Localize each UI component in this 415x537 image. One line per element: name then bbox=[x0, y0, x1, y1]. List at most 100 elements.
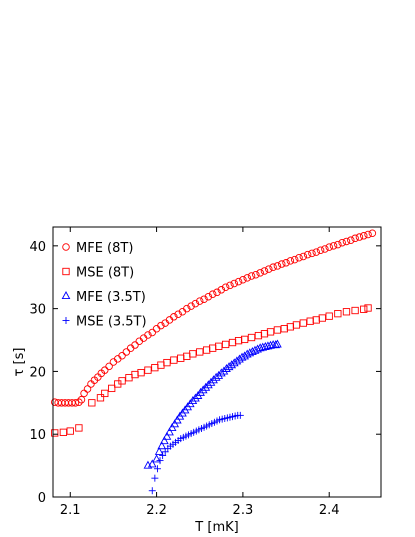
data-point bbox=[148, 487, 156, 495]
legend-symbol bbox=[61, 291, 71, 300]
y-tick-label: 40 bbox=[29, 240, 46, 255]
data-point bbox=[75, 424, 83, 432]
data-point bbox=[172, 415, 182, 424]
legend-symbol bbox=[62, 317, 70, 324]
data-point bbox=[364, 230, 372, 239]
data-point bbox=[351, 234, 359, 243]
data-point bbox=[265, 265, 273, 273]
data-point bbox=[170, 356, 178, 364]
data-point bbox=[342, 308, 351, 316]
legend-marker-circle bbox=[62, 243, 70, 251]
data-point bbox=[59, 428, 68, 436]
data-point bbox=[211, 372, 221, 381]
data-point bbox=[88, 399, 96, 407]
data-point bbox=[306, 317, 314, 325]
data-point bbox=[368, 229, 377, 238]
data-point bbox=[299, 252, 308, 261]
data-point bbox=[227, 360, 237, 369]
data-point bbox=[263, 341, 273, 350]
data-point bbox=[204, 292, 213, 301]
data-point bbox=[51, 429, 59, 437]
data-point bbox=[334, 240, 342, 249]
data-point bbox=[260, 330, 269, 338]
legend-symbol bbox=[62, 267, 70, 276]
data-point bbox=[125, 374, 133, 382]
data-point bbox=[204, 380, 213, 389]
data-point bbox=[165, 427, 174, 436]
data-point bbox=[187, 302, 195, 310]
data-point bbox=[152, 454, 161, 463]
data-point bbox=[75, 398, 83, 406]
data-point bbox=[295, 254, 303, 262]
data-point bbox=[77, 395, 86, 404]
data-point bbox=[229, 358, 239, 367]
data-point bbox=[351, 306, 359, 315]
data-point bbox=[334, 310, 342, 318]
data-point bbox=[170, 313, 178, 321]
data-point bbox=[342, 237, 351, 246]
data-point bbox=[163, 358, 171, 367]
data-point bbox=[209, 375, 218, 384]
data-point bbox=[234, 337, 243, 345]
data-point bbox=[308, 249, 316, 258]
x-tick-label: 2.1 bbox=[60, 503, 81, 518]
data-point bbox=[222, 363, 231, 372]
data-point bbox=[137, 369, 145, 377]
data-point bbox=[151, 364, 159, 372]
data-point bbox=[277, 260, 286, 268]
data-point bbox=[201, 382, 211, 391]
legend-label: MSE (8T) bbox=[76, 266, 134, 281]
data-point bbox=[191, 393, 200, 402]
data-point bbox=[108, 384, 116, 393]
data-point bbox=[215, 342, 223, 350]
data-point bbox=[321, 245, 329, 253]
data-point bbox=[282, 259, 290, 267]
data-point bbox=[286, 323, 295, 331]
data-point bbox=[318, 314, 326, 322]
data-point bbox=[273, 339, 282, 348]
data-point bbox=[273, 262, 282, 270]
data-point bbox=[101, 389, 109, 398]
y-tick-label: 10 bbox=[29, 428, 46, 443]
data-point bbox=[198, 385, 208, 394]
y-axis-label: τ [s] bbox=[12, 348, 27, 377]
data-point bbox=[243, 274, 251, 282]
data-point bbox=[174, 310, 182, 319]
data-point bbox=[329, 242, 338, 250]
legend-label: MFE (3.5T) bbox=[76, 290, 146, 305]
data-point bbox=[325, 312, 333, 320]
data-point bbox=[312, 248, 321, 256]
data-point bbox=[200, 295, 208, 303]
data-point bbox=[80, 389, 88, 398]
data-point bbox=[239, 275, 247, 284]
data-point bbox=[214, 370, 224, 379]
data-point bbox=[325, 243, 333, 251]
data-point bbox=[260, 341, 270, 350]
data-point bbox=[196, 387, 205, 396]
x-axis-ticks: 2.1 2.2 2.3 2.4 bbox=[60, 227, 340, 518]
y-axis-ticks: 0 10 20 30 40 bbox=[29, 240, 381, 506]
data-point bbox=[167, 422, 177, 431]
data-point bbox=[316, 246, 325, 254]
data-point bbox=[292, 321, 301, 329]
data-point bbox=[254, 331, 263, 340]
data-point bbox=[208, 290, 217, 298]
data-point bbox=[230, 279, 239, 288]
data-point bbox=[247, 272, 256, 280]
data-point bbox=[303, 250, 312, 259]
data-point bbox=[144, 331, 152, 339]
y-tick-label: 0 bbox=[38, 491, 46, 506]
data-point bbox=[118, 351, 126, 360]
data-point bbox=[83, 385, 92, 393]
legend-item-mse-3-5t: MSE (3.5T) bbox=[62, 315, 147, 330]
data-point bbox=[213, 288, 221, 297]
data-point bbox=[360, 305, 368, 313]
data-point bbox=[236, 411, 244, 419]
data-point bbox=[162, 431, 172, 440]
data-point bbox=[188, 395, 198, 404]
data-point bbox=[312, 316, 320, 324]
data-point bbox=[269, 263, 277, 271]
data-point bbox=[101, 366, 109, 374]
data-point bbox=[255, 343, 265, 352]
